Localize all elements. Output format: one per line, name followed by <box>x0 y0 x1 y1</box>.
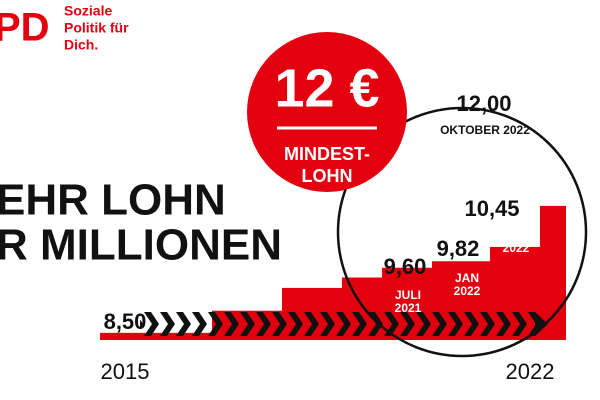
date-label: JAN 2022 <box>453 271 481 298</box>
value-label: 10,45 <box>464 196 519 221</box>
zoom-circle <box>336 106 588 358</box>
date-label: OKTOBER 2022 <box>440 123 530 137</box>
value-label: 9,82 <box>437 236 480 261</box>
logo-line: Soziale <box>64 3 112 19</box>
headline: R MILLIONEN <box>0 221 282 270</box>
logo-line: Dich. <box>64 37 98 53</box>
badge-line: LOHN <box>302 166 353 186</box>
x-label: 2015 <box>101 359 150 384</box>
step-bar <box>100 332 212 340</box>
logo-mark: PD <box>0 6 50 50</box>
value-label: 9,60 <box>384 254 427 279</box>
arrow-band <box>140 312 535 336</box>
headline: EHR LOHN <box>0 176 226 225</box>
date-label: JULI 2021 <box>394 288 422 315</box>
step-bar <box>540 205 566 340</box>
logo-line: Politik für <box>64 20 129 36</box>
date-label: JULI 2022 <box>502 228 530 255</box>
x-label: 2022 <box>506 359 555 384</box>
badge-line: MINDEST- <box>284 144 370 164</box>
badge-amount: 12 € <box>274 58 379 118</box>
value-label: 12,00 <box>456 91 511 116</box>
badge <box>247 32 407 192</box>
value-label: 8,50 <box>104 309 147 334</box>
